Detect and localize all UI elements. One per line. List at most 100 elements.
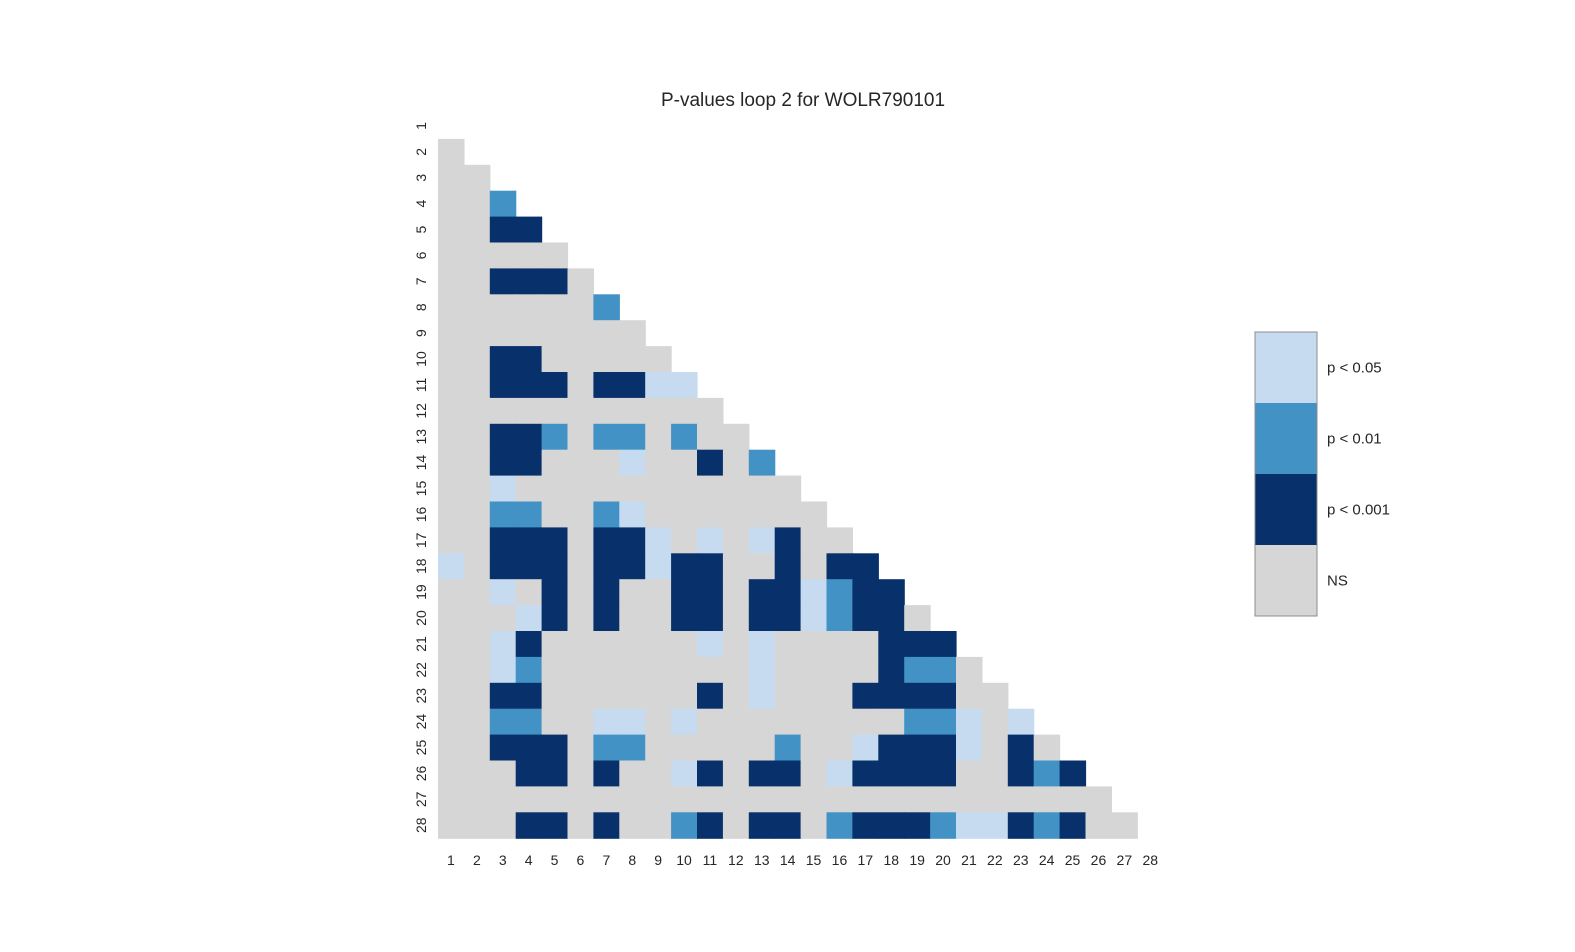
- heatmap-cell-r24-c22: [981, 708, 1009, 736]
- heatmap-cell-r19-c9: [645, 579, 672, 606]
- heatmap-cell-r10-c5: [541, 346, 569, 373]
- heatmap-cell-r27-c7: [593, 786, 620, 813]
- heatmap-cell-r17-c16: [826, 527, 853, 554]
- heatmap-cell-r16-c15: [800, 501, 828, 528]
- legend-swatch: [1255, 403, 1317, 475]
- heatmap-cell-r20-c2: [463, 605, 491, 632]
- heatmap-cell-r18-c11: [697, 553, 724, 580]
- heatmap-cell-r22-c5: [541, 656, 569, 684]
- heatmap-cell-r9-c6: [567, 320, 594, 347]
- heatmap-cell-r17-c15: [800, 527, 828, 554]
- heatmap-cell-r19-c12: [722, 579, 750, 606]
- heatmap-cell-r22-c11: [697, 656, 724, 684]
- heatmap-cell-r11-c4: [515, 372, 543, 399]
- heatmap-cell-r27-c18: [878, 786, 905, 813]
- heatmap-cell-r15-c6: [567, 475, 594, 503]
- heatmap-cell-r18-c12: [722, 553, 750, 580]
- heatmap-cell-r17-c3: [489, 527, 517, 554]
- heatmap-cell-r27-c19: [904, 786, 931, 813]
- heatmap-cell-r20-c16: [826, 605, 853, 632]
- heatmap-cell-r14-c11: [697, 449, 724, 477]
- heatmap-cell-r10-c4: [515, 346, 543, 373]
- heatmap-cell-r23-c8: [619, 682, 646, 710]
- heatmap-cell-r12-c1: [438, 397, 465, 425]
- heatmap-cell-r11-c8: [619, 372, 646, 399]
- heatmap-cell-r27-c17: [852, 786, 879, 813]
- heatmap-cell-r15-c5: [541, 475, 569, 503]
- heatmap-cell-r27-c20: [930, 786, 957, 813]
- heatmap-cell-r15-c10: [671, 475, 698, 503]
- heatmap-cell-r16-c13: [748, 501, 776, 528]
- heatmap-cell-r28-c5: [541, 812, 569, 839]
- heatmap-cell-r21-c1: [438, 631, 465, 658]
- y-tick-label: 21: [413, 636, 429, 652]
- heatmap-cell-r15-c13: [748, 475, 776, 503]
- heatmap-cell-r26-c19: [904, 760, 931, 787]
- heatmap-cell-r23-c14: [774, 682, 802, 710]
- x-tick-label: 3: [499, 852, 507, 868]
- heatmap-cell-r10-c3: [489, 346, 517, 373]
- heatmap-cell-r26-c8: [619, 760, 646, 787]
- heatmap-cell-r7-c1: [438, 268, 465, 295]
- heatmap-cell-r22-c13: [748, 656, 776, 684]
- heatmap-cell-r26-c25: [1059, 760, 1087, 787]
- heatmap-cell-r24-c20: [930, 708, 957, 736]
- heatmap-cell-r25-c21: [956, 734, 983, 762]
- heatmap-cell-r12-c3: [489, 397, 517, 425]
- legend-swatch: [1255, 545, 1317, 617]
- x-tick-label: 11: [703, 852, 718, 868]
- heatmap-cell-r20-c7: [593, 605, 620, 632]
- y-tick-label: 17: [413, 532, 429, 548]
- heatmap-cell-r18-c9: [645, 553, 672, 580]
- heatmap-cell-r6-c4: [515, 242, 543, 269]
- heatmap-cell-r7-c2: [463, 268, 491, 295]
- heatmap-cell-r17-c6: [567, 527, 594, 554]
- heatmap-cell-r23-c15: [800, 682, 828, 710]
- heatmap-cell-r25-c4: [515, 734, 543, 762]
- heatmap-cell-r24-c5: [541, 708, 569, 736]
- heatmap-cell-r25-c6: [567, 734, 594, 762]
- heatmap-cell-r19-c16: [826, 579, 853, 606]
- heatmap-cell-r21-c10: [671, 631, 698, 658]
- heatmap-cell-r24-c18: [878, 708, 905, 736]
- heatmap-cell-r27-c9: [645, 786, 672, 813]
- heatmap-cell-r14-c6: [567, 449, 594, 477]
- heatmap-cell-r28-c22: [981, 812, 1009, 839]
- heatmap-cell-r10-c6: [567, 346, 594, 373]
- x-tick-label: 8: [628, 852, 636, 868]
- heatmap-cell-r21-c4: [515, 631, 543, 658]
- y-tick-label: 9: [413, 329, 429, 337]
- heatmap-cell-r21-c6: [567, 631, 594, 658]
- heatmap-cell-r18-c3: [489, 553, 517, 580]
- heatmap-cell-r25-c19: [904, 734, 931, 762]
- heatmap-cell-r26-c24: [1033, 760, 1061, 787]
- heatmap-cell-r25-c24: [1033, 734, 1061, 762]
- heatmap-cell-r24-c11: [697, 708, 724, 736]
- heatmap-cell-r26-c20: [930, 760, 957, 787]
- heatmap-cell-r27-c5: [541, 786, 569, 813]
- heatmap-cell-r9-c5: [541, 320, 569, 347]
- heatmap-cell-r14-c8: [619, 449, 646, 477]
- heatmap-cell-r23-c3: [489, 682, 517, 710]
- heatmap-cell-r22-c2: [463, 656, 491, 684]
- heatmap-cell-r28-c25: [1059, 812, 1087, 839]
- heatmap-cell-r11-c6: [567, 372, 594, 399]
- heatmap-cell-r24-c19: [904, 708, 931, 736]
- heatmap-cell-r20-c8: [619, 605, 646, 632]
- heatmap-cell-r24-c15: [800, 708, 828, 736]
- heatmap-cell-r14-c2: [463, 449, 491, 477]
- heatmap-cell-r28-c4: [515, 812, 543, 839]
- heatmap-cell-r23-c10: [671, 682, 698, 710]
- heatmap-cell-r27-c24: [1033, 786, 1061, 813]
- heatmap-cell-r20-c14: [774, 605, 802, 632]
- heatmap-cell-r23-c17: [852, 682, 879, 710]
- heatmap-cell-r26-c16: [826, 760, 853, 787]
- heatmap-cell-r10-c2: [463, 346, 491, 373]
- x-tick-label: 22: [987, 852, 1003, 868]
- heatmap-cell-r21-c18: [878, 631, 905, 658]
- heatmap-cell-r28-c19: [904, 812, 931, 839]
- heatmap-cell-r19-c17: [852, 579, 879, 606]
- x-tick-label: 18: [883, 852, 899, 868]
- heatmap-cell-r27-c1: [438, 786, 465, 813]
- heatmap-cell-r6-c5: [541, 242, 569, 269]
